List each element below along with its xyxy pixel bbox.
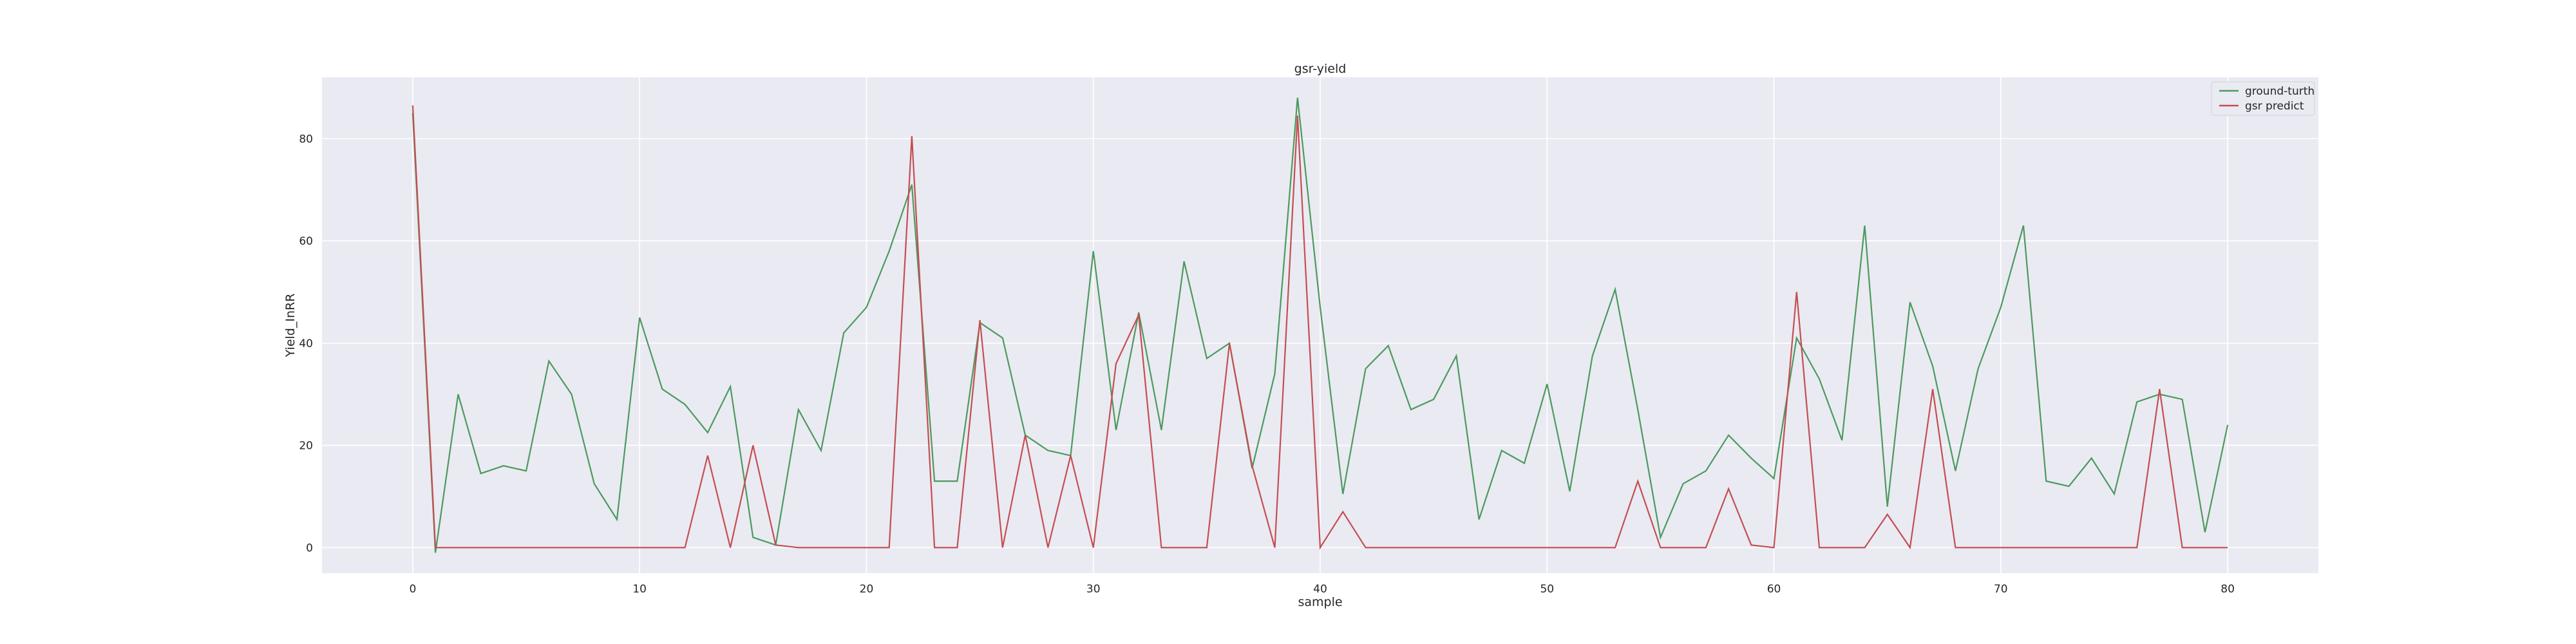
x-tick-label: 10 xyxy=(632,583,647,596)
chart-title: gsr-yield xyxy=(1294,62,1347,76)
legend-label-ground-truth: ground-turth xyxy=(2245,85,2315,98)
x-tick-label: 70 xyxy=(1994,583,2008,596)
x-tick-label: 0 xyxy=(409,583,416,596)
x-tick-label: 40 xyxy=(1313,583,1327,596)
y-tick-label: 40 xyxy=(299,337,313,350)
legend-label-gsr-predict: gsr predict xyxy=(2245,100,2304,113)
x-tick-label: 60 xyxy=(1767,583,1781,596)
x-tick-label: 20 xyxy=(860,583,874,596)
y-tick-label: 60 xyxy=(299,235,313,248)
y-tick-label: 20 xyxy=(299,440,313,453)
series-line-gsr-predict xyxy=(412,105,2228,550)
x-axis-label: sample xyxy=(1298,595,1342,609)
x-tick-label: 50 xyxy=(1540,583,1554,596)
legend: ground-turth gsr predict xyxy=(2211,81,2315,116)
x-tick-labels: 0 10 20 30 40 50 60 70 80 xyxy=(409,583,2234,596)
y-tick-labels: 0 20 40 60 80 xyxy=(299,133,313,554)
x-tick-label: 80 xyxy=(2221,583,2235,596)
y-tick-label: 0 xyxy=(306,542,313,554)
x-tick-label: 30 xyxy=(1086,583,1101,596)
y-axis-label: Yield_InRR xyxy=(283,294,298,358)
y-tick-label: 80 xyxy=(299,133,313,146)
series-lines xyxy=(412,97,2229,553)
series-line-ground-truth xyxy=(412,97,2229,553)
